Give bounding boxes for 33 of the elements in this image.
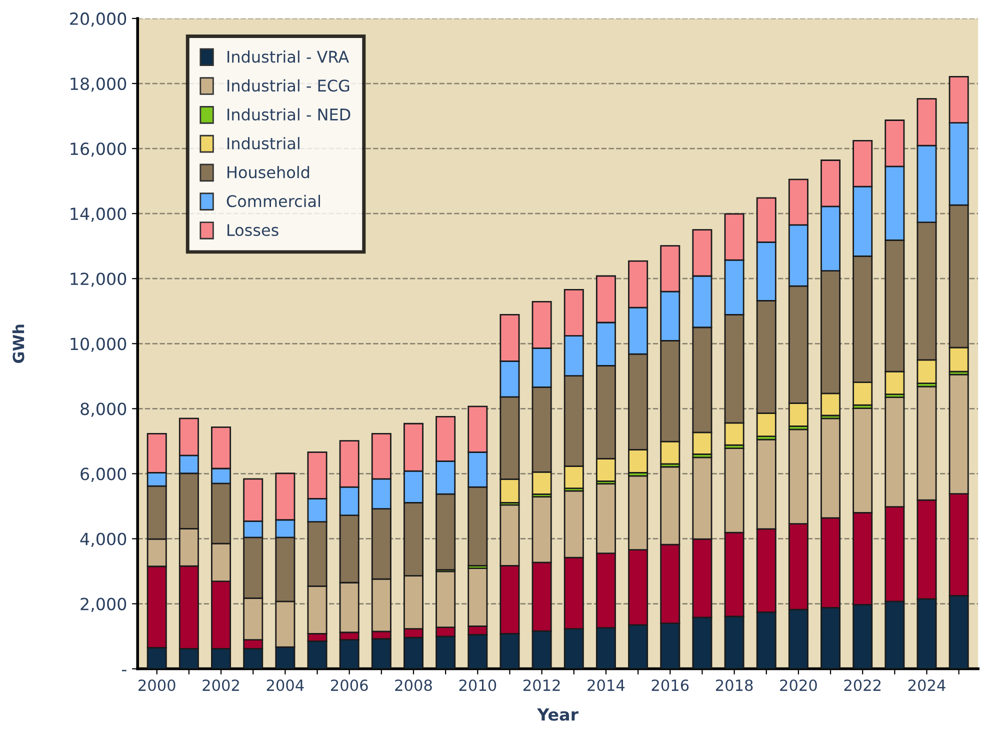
x-tick-label: 2018: [716, 679, 753, 692]
legend-label: Industrial - VRA: [228, 50, 349, 63]
y-tick-label: 14,000: [70, 208, 126, 222]
y-tick-label: 2,000: [80, 598, 126, 612]
legend-label: Losses: [228, 224, 278, 236]
y-axis-title: GWh: [12, 324, 24, 364]
x-axis-title: Year: [537, 708, 578, 721]
y-tick-label: 16,000: [70, 142, 126, 157]
x-tick-label: 2004: [266, 679, 304, 692]
legend-label: Industrial: [228, 137, 300, 150]
x-tick-label: 2010: [459, 679, 496, 692]
x-tick-label: 2022: [844, 679, 881, 692]
y-tick-label: -: [122, 670, 126, 672]
x-tick-label: 2024: [908, 679, 946, 692]
y-tick-label: 4,000: [80, 532, 126, 547]
x-tick-label: 2006: [331, 679, 368, 692]
y-tick-label: 12,000: [70, 272, 126, 287]
x-tick-label: 2020: [780, 679, 817, 692]
x-tick-label: 2012: [523, 679, 560, 692]
x-tick-label: 2016: [652, 679, 689, 692]
legend-label: Industrial - ECG: [228, 79, 350, 92]
x-tick-label: 2014: [588, 679, 625, 692]
y-tick-label: 20,000: [70, 12, 126, 27]
y-tick-label: 6,000: [80, 468, 126, 482]
x-tick-label: 2002: [202, 679, 239, 692]
legend-label: Commercial: [226, 194, 320, 208]
y-tick-label: 18,000: [70, 77, 126, 92]
y-tick-label: 8,000: [80, 402, 126, 417]
x-tick-label: 2000: [138, 679, 176, 692]
legend-label: Household: [228, 166, 310, 178]
x-tick-label: 2008: [395, 679, 432, 692]
legend-label: Industrial - NED: [228, 108, 350, 121]
y-tick-label: 10,000: [70, 338, 126, 352]
